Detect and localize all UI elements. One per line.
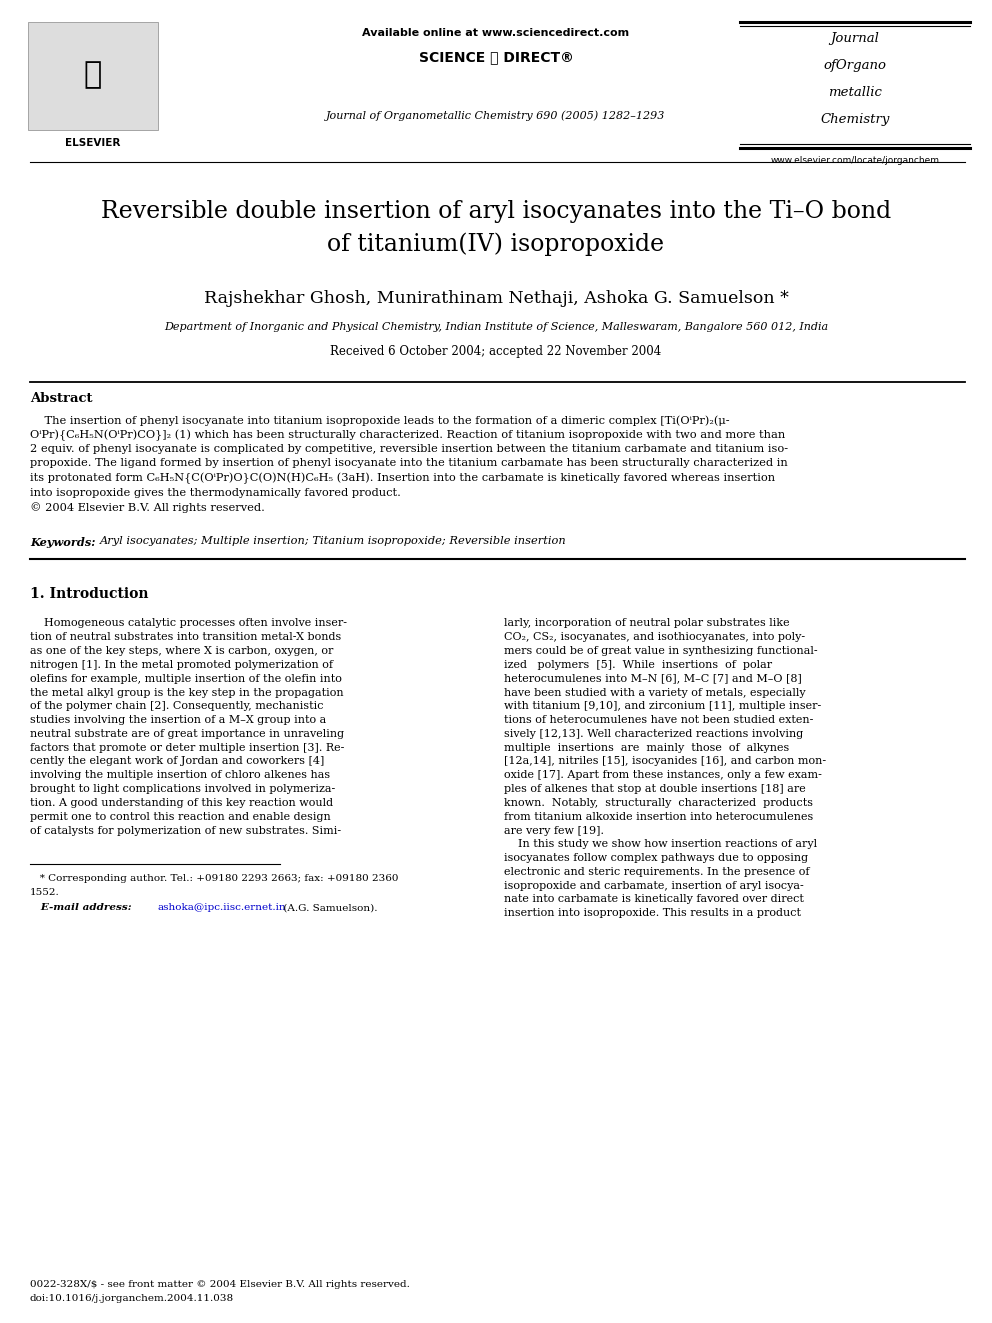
Text: insertion into isopropoxide. This results in a product: insertion into isopropoxide. This result…: [504, 909, 801, 918]
Text: into isopropoxide gives the thermodynamically favored product.: into isopropoxide gives the thermodynami…: [30, 487, 401, 497]
Text: electronic and steric requirements. In the presence of: electronic and steric requirements. In t…: [504, 867, 809, 877]
Text: Rajshekhar Ghosh, Munirathinam Nethaji, Ashoka G. Samuelson *: Rajshekhar Ghosh, Munirathinam Nethaji, …: [203, 290, 789, 307]
Text: heterocumulenes into M–N [6], M–C [7] and M–O [8]: heterocumulenes into M–N [6], M–C [7] an…: [504, 673, 802, 684]
Text: tion. A good understanding of this key reaction would: tion. A good understanding of this key r…: [30, 798, 333, 808]
Text: OⁱPr){C₆H₅N(OⁱPr)CO}]₂ (1) which has been structurally characterized. Reaction o: OⁱPr){C₆H₅N(OⁱPr)CO}]₂ (1) which has bee…: [30, 430, 786, 441]
Text: 2 equiv. of phenyl isocyanate is complicated by competitive, reversible insertio: 2 equiv. of phenyl isocyanate is complic…: [30, 445, 788, 454]
Text: © 2004 Elsevier B.V. All rights reserved.: © 2004 Elsevier B.V. All rights reserved…: [30, 501, 265, 513]
Text: ples of alkenes that stop at double insertions [18] are: ples of alkenes that stop at double inse…: [504, 785, 806, 794]
Text: 1552.: 1552.: [30, 888, 60, 897]
Text: 1. Introduction: 1. Introduction: [30, 586, 149, 601]
Text: studies involving the insertion of a M–X group into a: studies involving the insertion of a M–X…: [30, 716, 326, 725]
Text: Abstract: Abstract: [30, 392, 92, 405]
Text: isopropoxide and carbamate, insertion of aryl isocya-: isopropoxide and carbamate, insertion of…: [504, 881, 804, 890]
Text: Aryl isocyanates; Multiple insertion; Titanium isopropoxide; Reversible insertio: Aryl isocyanates; Multiple insertion; Ti…: [100, 537, 566, 546]
Text: Journal: Journal: [830, 32, 880, 45]
Text: SCIENCE ⓓ DIRECT®: SCIENCE ⓓ DIRECT®: [419, 50, 573, 64]
Text: of the polymer chain [2]. Consequently, mechanistic: of the polymer chain [2]. Consequently, …: [30, 701, 323, 712]
Text: Reversible double insertion of aryl isocyanates into the Ti–O bond: Reversible double insertion of aryl isoc…: [101, 200, 891, 224]
Text: CO₂, CS₂, isocyanates, and isothiocyanates, into poly-: CO₂, CS₂, isocyanates, and isothiocyanat…: [504, 632, 806, 642]
Text: Homogeneous catalytic processes often involve inser-: Homogeneous catalytic processes often in…: [30, 618, 347, 628]
Text: Journal of Organometallic Chemistry 690 (2005) 1282–1293: Journal of Organometallic Chemistry 690 …: [326, 110, 666, 120]
Text: involving the multiple insertion of chloro alkenes has: involving the multiple insertion of chlo…: [30, 770, 330, 781]
Text: from titanium alkoxide insertion into heterocumulenes: from titanium alkoxide insertion into he…: [504, 812, 813, 822]
Text: ashoka@ipc.iisc.ernet.in: ashoka@ipc.iisc.ernet.in: [157, 904, 286, 913]
Text: tion of neutral substrates into transition metal-X bonds: tion of neutral substrates into transiti…: [30, 632, 341, 642]
Text: 0022-328X/$ - see front matter © 2004 Elsevier B.V. All rights reserved.: 0022-328X/$ - see front matter © 2004 El…: [30, 1279, 410, 1289]
Text: propoxide. The ligand formed by insertion of phenyl isocyanate into the titanium: propoxide. The ligand formed by insertio…: [30, 459, 788, 468]
Text: sively [12,13]. Well characterized reactions involving: sively [12,13]. Well characterized react…: [504, 729, 804, 740]
Text: In this study we show how insertion reactions of aryl: In this study we show how insertion reac…: [504, 839, 817, 849]
Text: (A.G. Samuelson).: (A.G. Samuelson).: [280, 904, 378, 913]
Text: Keywords:: Keywords:: [30, 537, 95, 548]
Text: metallic: metallic: [828, 86, 882, 99]
Text: tions of heterocumulenes have not been studied exten-: tions of heterocumulenes have not been s…: [504, 716, 813, 725]
Text: ofOrgano: ofOrgano: [823, 60, 887, 71]
Text: as one of the key steps, where X is carbon, oxygen, or: as one of the key steps, where X is carb…: [30, 646, 333, 656]
Text: ized   polymers  [5].  While  insertions  of  polar: ized polymers [5]. While insertions of p…: [504, 660, 772, 669]
Text: doi:10.1016/j.jorganchem.2004.11.038: doi:10.1016/j.jorganchem.2004.11.038: [30, 1294, 234, 1303]
Text: nitrogen [1]. In the metal promoted polymerization of: nitrogen [1]. In the metal promoted poly…: [30, 660, 333, 669]
Text: E-mail address:: E-mail address:: [30, 904, 132, 913]
Text: olefins for example, multiple insertion of the olefin into: olefins for example, multiple insertion …: [30, 673, 342, 684]
Text: larly, incorporation of neutral polar substrates like: larly, incorporation of neutral polar su…: [504, 618, 790, 628]
Text: have been studied with a variety of metals, especially: have been studied with a variety of meta…: [504, 688, 806, 697]
Text: neutral substrate are of great importance in unraveling: neutral substrate are of great importanc…: [30, 729, 344, 740]
Text: with titanium [9,10], and zirconium [11], multiple inser-: with titanium [9,10], and zirconium [11]…: [504, 701, 821, 712]
Text: cently the elegant work of Jordan and coworkers [4]: cently the elegant work of Jordan and co…: [30, 757, 324, 766]
Text: Received 6 October 2004; accepted 22 November 2004: Received 6 October 2004; accepted 22 Nov…: [330, 345, 662, 359]
Text: isocyanates follow complex pathways due to opposing: isocyanates follow complex pathways due …: [504, 853, 808, 863]
Text: multiple  insertions  are  mainly  those  of  alkynes: multiple insertions are mainly those of …: [504, 742, 790, 753]
Text: www.elsevier.com/locate/jorganchem: www.elsevier.com/locate/jorganchem: [771, 156, 939, 165]
Text: The insertion of phenyl isocyanate into titanium isopropoxide leads to the forma: The insertion of phenyl isocyanate into …: [30, 415, 730, 426]
Text: ELSEVIER: ELSEVIER: [65, 138, 121, 148]
Text: oxide [17]. Apart from these instances, only a few exam-: oxide [17]. Apart from these instances, …: [504, 770, 822, 781]
Text: known.  Notably,  structurally  characterized  products: known. Notably, structurally characteriz…: [504, 798, 813, 808]
Text: of catalysts for polymerization of new substrates. Simi-: of catalysts for polymerization of new s…: [30, 826, 341, 836]
FancyBboxPatch shape: [28, 22, 158, 130]
Text: Available online at www.sciencedirect.com: Available online at www.sciencedirect.co…: [362, 28, 630, 38]
Text: [12a,14], nitriles [15], isocyanides [16], and carbon mon-: [12a,14], nitriles [15], isocyanides [16…: [504, 757, 826, 766]
Text: the metal alkyl group is the key step in the propagation: the metal alkyl group is the key step in…: [30, 688, 343, 697]
Text: nate into carbamate is kinetically favored over direct: nate into carbamate is kinetically favor…: [504, 894, 804, 905]
Text: Chemistry: Chemistry: [820, 112, 890, 126]
Text: brought to light complications involved in polymeriza-: brought to light complications involved …: [30, 785, 335, 794]
Text: permit one to control this reaction and enable design: permit one to control this reaction and …: [30, 812, 330, 822]
Text: are very few [19].: are very few [19].: [504, 826, 604, 836]
Text: * Corresponding author. Tel.: +09180 2293 2663; fax: +09180 2360: * Corresponding author. Tel.: +09180 229…: [30, 875, 399, 884]
Text: Department of Inorganic and Physical Chemistry, Indian Institute of Science, Mal: Department of Inorganic and Physical Che…: [164, 321, 828, 332]
Text: 🌲: 🌲: [84, 61, 102, 90]
Text: its protonated form C₆H₅N{C(OⁱPr)O}C(O)N(H)C₆H₅ (3aH). Insertion into the carbam: its protonated form C₆H₅N{C(OⁱPr)O}C(O)N…: [30, 474, 775, 484]
Text: mers could be of great value in synthesizing functional-: mers could be of great value in synthesi…: [504, 646, 817, 656]
Text: of titanium(IV) isopropoxide: of titanium(IV) isopropoxide: [327, 232, 665, 255]
Text: factors that promote or deter multiple insertion [3]. Re-: factors that promote or deter multiple i…: [30, 742, 344, 753]
